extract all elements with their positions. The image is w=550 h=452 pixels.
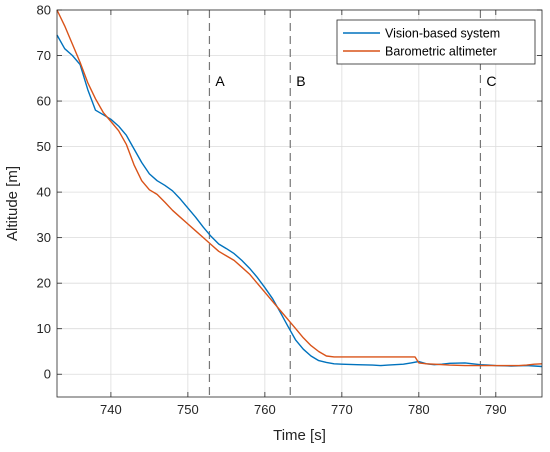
y-tick-label: 80 (37, 3, 51, 18)
marker-label-b: B (296, 73, 305, 89)
x-tick-label: 770 (331, 402, 353, 417)
y-tick-label: 20 (37, 276, 51, 291)
marker-label-a: A (215, 73, 225, 89)
marker-label-c: C (486, 73, 496, 89)
plot-area (57, 10, 542, 397)
vertical-markers: A B C (208, 10, 497, 397)
x-tick-label: 750 (177, 402, 199, 417)
y-tick-label: 70 (37, 48, 51, 63)
x-tick-label: 760 (254, 402, 276, 417)
y-tick-label: 50 (37, 139, 51, 154)
data-series (56, 9, 543, 368)
y-tick-label: 60 (37, 94, 51, 109)
legend-label-vision-based-system: Vision-based system (385, 27, 500, 41)
x-tick-label: 790 (485, 402, 507, 417)
y-axis-label: Altitude [m] (4, 166, 21, 241)
y-tick-label: 30 (37, 230, 51, 245)
series-line-barometric-altimeter (56, 9, 543, 367)
y-tick-label: 40 (37, 185, 51, 200)
plot-frame (56, 9, 543, 398)
y-tick-label: 0 (44, 367, 51, 382)
x-tick-label: 740 (100, 402, 122, 417)
legend-label-barometric-altimeter: Barometric altimeter (385, 45, 497, 59)
legend: Vision-based system Barometric altimeter (336, 19, 536, 65)
legend-box (336, 19, 536, 65)
y-tick-label: 10 (37, 321, 51, 336)
tick-labels: 740 750 760 770 780 790 0 10 20 30 40 50 60 70 80 (37, 3, 542, 417)
x-axis-label: Time [s] (273, 427, 326, 444)
x-tick-label: 780 (408, 402, 430, 417)
